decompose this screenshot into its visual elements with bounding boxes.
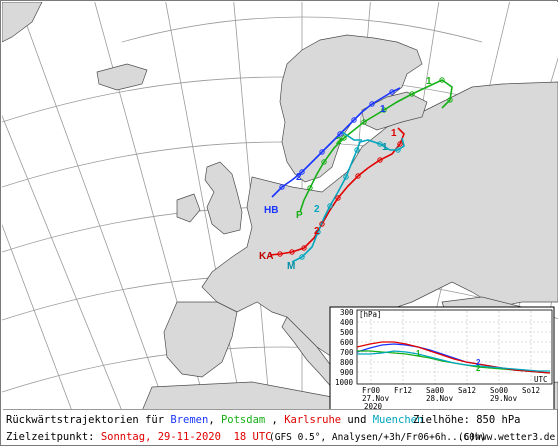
trajectory-map: HB P KA M 1 2 2 1 1 1 2 2 [2,2,558,409]
caption-target-time-row: Zielzeitpunkt: Sonntag, 29-11-2020 18 UT… [6,431,272,443]
trajectory-markers [277,77,453,260]
caption-target-time: Sonntag, 29-11-2020 18 UTC [100,431,272,443]
day-marker: 1 [382,142,388,153]
caption-station-potsdam: Potsdam [220,414,266,426]
trajectory-line-bremen [271,87,401,198]
inset-y-tick: 500 [340,328,354,337]
inset-y-tick: 300 [340,308,354,317]
day-marker: 2 [314,204,320,215]
inset-y-tick: 900 [340,368,354,377]
inset-x-tick: So00 [490,386,509,395]
inset-series-karlsruhe [356,341,551,374]
inset-x-tick-year: 2020 [364,402,383,409]
caption-model-info: (GFS 0.5°, Analysen/+3h/Fr06+6h...60h) [269,432,487,443]
station-label-muenchen: M [287,261,295,272]
inset-y-tick: 800 [340,358,354,367]
inset-x-tick-date: 28.Nov [426,394,454,403]
inset-x-tick: Fr00 [362,386,381,395]
land-finland [361,91,428,131]
day-marker: 2 [296,172,302,183]
caption-station-muenchen: Muenchen [372,414,424,426]
trajectory-line-muenchen [291,137,405,263]
inset-x-tick: Sa12 [458,386,476,395]
land-great-britain [204,161,243,235]
svg-text:2: 2 [476,364,481,373]
caption-station-karlsruhe: Karlsruhe [284,414,342,426]
station-label-karlsruhe: KA [259,251,273,262]
land-iceland [96,63,148,91]
inset-x-tick-date: 29.Nov [490,394,518,403]
station-label-bremen: HB [264,205,278,216]
svg-text:1: 1 [416,349,421,358]
caption-copyright: (C)www.wetter3.de [458,432,556,443]
inset-x-tick: So12 [522,386,540,395]
land-greenland-edge [2,2,43,43]
trajectory-line-muenchen-branch [341,131,362,141]
inset-utc-label: UTC [534,375,548,384]
day-marker: 1 [426,76,432,87]
inset-x-tick-date: 27.Nov [362,394,390,403]
day-marker: 1 [391,128,397,139]
station-label-potsdam: P [296,210,303,221]
land-ireland [176,193,201,223]
inset-x-tick: Fr12 [394,386,412,395]
inset-unit-label: [hPa] [359,310,382,319]
map-caption: Rückwärtstrajektorien für Bremen, Potsda… [3,409,557,446]
inset-x-tick: Sa00 [426,386,445,395]
inset-y-tick: 700 [340,348,354,357]
pressure-inset: [hPa] 300 400 500 600 700 800 900 1000 F… [329,306,555,409]
day-marker: 1 [380,104,386,115]
caption-title: Rückwärtstrajektorien für Bremen, Potsda… [6,414,424,426]
inset-y-tick: 600 [340,338,354,347]
inset-y-tick: 400 [340,318,354,327]
caption-target-height: Zielhöhe: 850 hPa [413,414,521,426]
inset-y-tick: 1000 [335,378,354,387]
day-marker: 2 [336,136,342,147]
day-marker: 2 [314,226,320,237]
inset-series-muenchen [357,350,550,372]
caption-station-bremen: Bremen [170,414,209,426]
land-iberia [163,301,238,378]
svg-text:2: 2 [476,358,481,367]
